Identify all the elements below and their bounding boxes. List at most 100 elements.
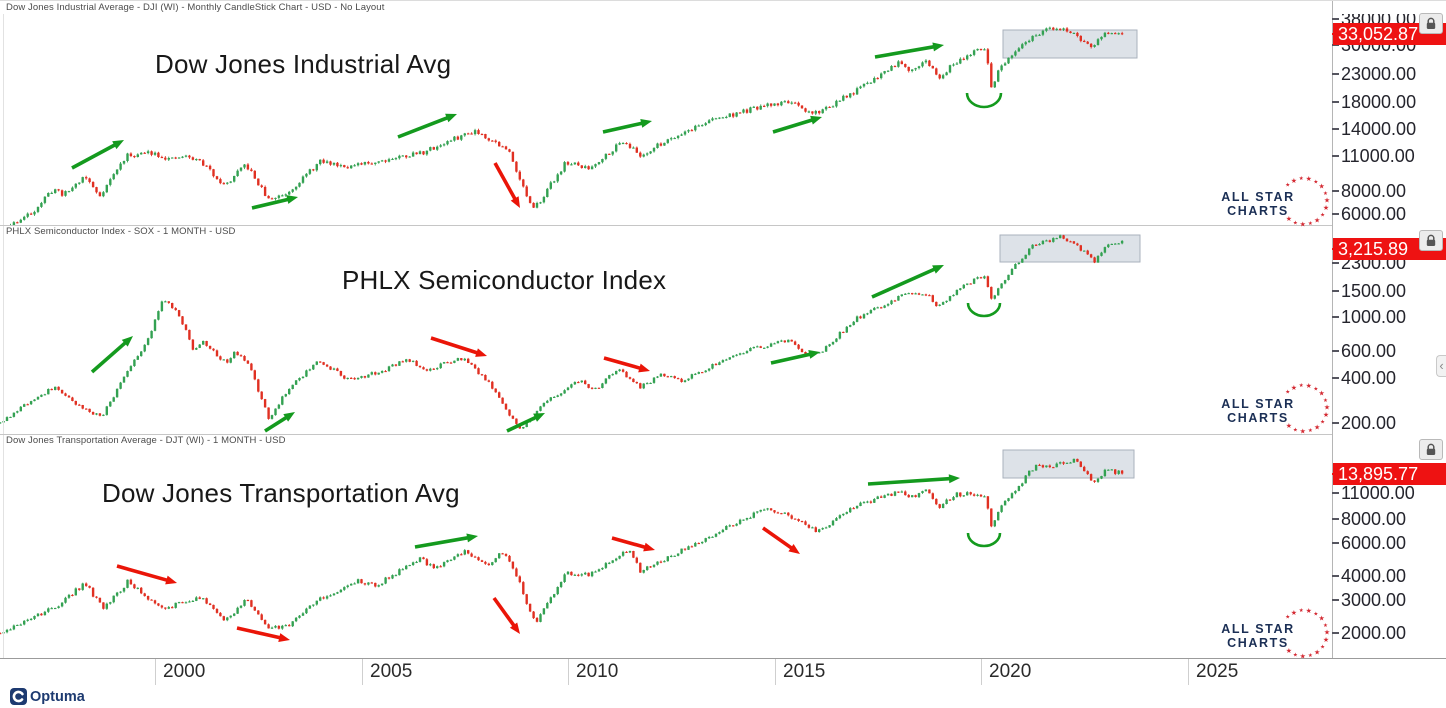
candles-layer (10, 26, 1124, 225)
chart-pane-1[interactable] (0, 231, 1332, 434)
price-axis-column[interactable] (1332, 1, 1446, 658)
y-axis-tick-mark (1332, 261, 1339, 264)
collapse-panel-chevron[interactable]: ‹ (1436, 355, 1446, 377)
trend-arrow-green (397, 113, 457, 139)
y-axis-label: 600.00 (1341, 340, 1397, 361)
y-axis-tick-mark (1332, 155, 1339, 158)
chart-title: Dow Jones Industrial Avg (155, 49, 452, 79)
svg-text:★: ★ (1314, 423, 1320, 431)
trend-arrow-green (414, 533, 478, 549)
trend-arrow-red (493, 162, 520, 208)
svg-text:★: ★ (1285, 182, 1290, 189)
last-price-badge: 33,052.87 (1333, 23, 1446, 46)
arc-annotation (965, 92, 1003, 109)
price-axis-pane-2[interactable]: 11000.00 8000.00 6000.00 4000.00 3000.00 2000… (1332, 447, 1446, 658)
svg-text:★: ★ (1299, 382, 1304, 389)
svg-text:★: ★ (1308, 652, 1313, 659)
pane-separator (0, 434, 1446, 435)
trend-arrow-red (492, 596, 520, 634)
svg-text:★: ★ (1323, 411, 1329, 419)
status-footer: Optuma (0, 685, 1446, 708)
svg-text:★: ★ (1324, 197, 1330, 205)
last-price-tick (1332, 248, 1338, 250)
x-axis-year-label: 2020 (989, 661, 1032, 682)
y-axis-label: 400.00 (1341, 367, 1397, 388)
x-axis-tick-line (981, 659, 982, 685)
y-axis-tick-mark (1332, 128, 1339, 131)
y-axis-label: 6000.00 (1341, 204, 1407, 224)
last-price-tick (1332, 33, 1338, 36)
y-axis-label: 14000.00 (1341, 119, 1417, 140)
price-axis-pane-1[interactable]: 2300.00 1500.00 1000.00 600.00 400.00 200.00 3… (1332, 238, 1446, 434)
trend-arrow-green (264, 412, 295, 433)
star-circle-icon: ★★ ★ ★ ★★★★★★★★★★★ (1285, 175, 1330, 228)
svg-text:★: ★ (1324, 404, 1330, 412)
trend-arrow-green (90, 336, 133, 374)
candles-layer (0, 458, 1124, 635)
star-circle-icon: ★★ ★ ★ ★★★★★★★★★★★ (1285, 607, 1330, 660)
y-axis-tick-mark (1332, 421, 1339, 424)
chart-pane-2[interactable] (0, 447, 1332, 658)
optuma-brand: Optuma (10, 688, 85, 705)
allstarcharts-watermark: ALL STAR CHARTS ★ ★ ★ ★ ★ ★ ★ ★ ★ ★ ★ ★ ★ ★ ★ (1213, 175, 1341, 231)
y-axis-tick-mark (1332, 349, 1339, 352)
trend-arrow-red (430, 336, 487, 357)
pane-header-text: Dow Jones Industrial Average - DJI (WI) … (6, 2, 385, 13)
y-axis-tick-mark (1332, 598, 1339, 601)
svg-text:★: ★ (1293, 426, 1298, 433)
y-axis-label: 11000.00 (1341, 482, 1415, 503)
svg-text:★: ★ (1293, 651, 1298, 658)
y-axis-tick-mark (1332, 541, 1339, 544)
arc-annotation (966, 302, 1002, 318)
optuma-logo-icon (10, 688, 27, 705)
watermark-text: ALL STAR CHARTS (1221, 190, 1295, 219)
x-axis-year-label: 2025 (1196, 661, 1239, 682)
chart-pane-0[interactable] (0, 14, 1332, 225)
axis-lock-button[interactable] (1419, 13, 1443, 34)
svg-text:★: ★ (1320, 212, 1325, 219)
y-axis-tick-mark (1332, 491, 1339, 494)
trend-arrow-green (251, 195, 298, 210)
svg-text:★: ★ (1291, 609, 1297, 617)
consolidation-box (999, 234, 1141, 263)
y-axis-tick-mark (1332, 289, 1339, 292)
lock-icon (1426, 234, 1436, 246)
y-axis-tick-mark (1332, 574, 1339, 577)
chart-title: Dow Jones Transportation Avg (102, 478, 460, 508)
x-axis-year-label: 2015 (783, 661, 826, 682)
svg-text:★: ★ (1306, 607, 1312, 615)
consolidation-box (1002, 29, 1138, 59)
y-axis-tick-mark (1332, 213, 1339, 215)
svg-text:★: ★ (1293, 219, 1298, 226)
svg-text:★: ★ (1300, 652, 1306, 660)
svg-text:★: ★ (1299, 607, 1304, 614)
y-axis-label: 3000.00 (1341, 589, 1407, 610)
svg-text:★: ★ (1314, 216, 1320, 224)
trend-arrow-green (506, 413, 545, 433)
trend-arrow-red (236, 626, 290, 642)
svg-text:★: ★ (1318, 183, 1324, 191)
y-axis-label: 8000.00 (1341, 181, 1407, 202)
pane-separator (0, 225, 1446, 226)
price-axis-pane-0[interactable]: 38000.0030000.0023000.0018000.0014000.00… (1332, 14, 1446, 225)
y-axis-label: 18000.00 (1341, 91, 1417, 112)
optuma-brand-text: Optuma (30, 688, 85, 705)
svg-text:★: ★ (1286, 422, 1292, 430)
y-axis-label: 6000.00 (1341, 532, 1407, 553)
watermark-text: ALL STAR CHARTS (1221, 622, 1295, 651)
trend-arrow-red (116, 564, 177, 585)
y-axis-label: 23000.00 (1341, 64, 1417, 85)
svg-text:★: ★ (1308, 427, 1313, 434)
y-axis-tick-mark (1332, 100, 1339, 103)
axis-lock-button[interactable] (1419, 439, 1443, 460)
svg-text:★: ★ (1324, 629, 1330, 637)
time-axis[interactable]: 2000 2005 2010 2015 2020 2025 (0, 658, 1446, 686)
y-axis-label: 8000.00 (1341, 508, 1407, 529)
svg-text:★: ★ (1286, 647, 1292, 655)
svg-text:★: ★ (1291, 177, 1297, 185)
svg-text:★: ★ (1285, 389, 1290, 396)
axis-lock-button[interactable] (1419, 230, 1443, 251)
svg-text:★: ★ (1306, 382, 1312, 390)
x-axis-tick-line (155, 659, 156, 685)
